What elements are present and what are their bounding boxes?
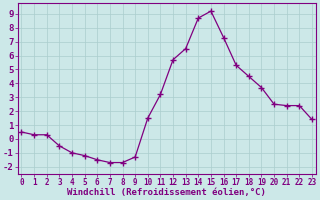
X-axis label: Windchill (Refroidissement éolien,°C): Windchill (Refroidissement éolien,°C) [67,188,266,197]
